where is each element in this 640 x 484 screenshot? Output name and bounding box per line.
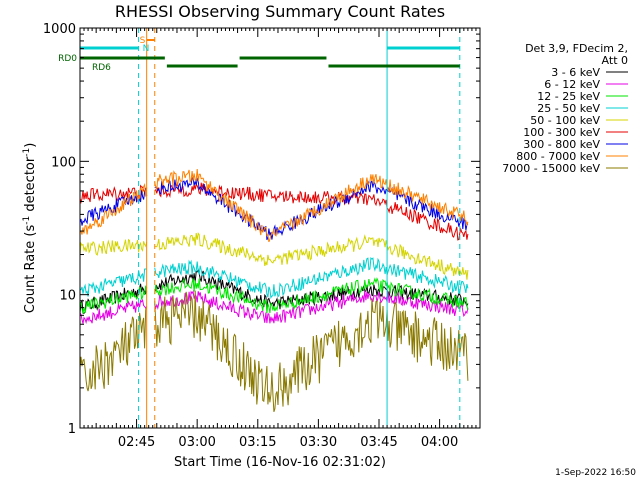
footer-date: 1-Sep-2022 16:50 [555, 468, 636, 478]
y-axis-label: Count Rate (s-1 detector-1) [22, 143, 38, 314]
status-flags: SN RD0 RD6 [58, 36, 460, 73]
plot-frame [79, 27, 481, 429]
x-tick-label: 03:45 [360, 435, 397, 450]
y-tick-label: 10 [59, 289, 76, 304]
axes: 1 10 100 1000 02:45 03:00 03:15 03:30 03:45 04:00 [43, 22, 481, 450]
x-tick-label: 03:30 [300, 435, 337, 450]
chart-title: RHESSI Observing Summary Count Rates [115, 2, 445, 21]
legend-entry-label: 3 - 6 keV [551, 66, 600, 79]
saa-flag-label: S [140, 36, 146, 46]
night-flag-label: N [143, 44, 150, 54]
legend-entry-label: 6 - 12 keV [544, 78, 600, 91]
rd0-flag-label: RD0 [58, 54, 77, 64]
series-line [80, 257, 469, 300]
y-tick-label: 100 [51, 155, 76, 170]
series-line [79, 290, 469, 325]
x-axis-label: Start Time (16-Nov-16 02:31:02) [174, 455, 386, 470]
y-tick-label: 1000 [43, 22, 76, 37]
legend-entry-label: 50 - 100 keV [530, 114, 600, 127]
series-line [79, 277, 469, 314]
plot-area [79, 28, 469, 428]
x-tick-label: 03:15 [239, 435, 276, 450]
legend-entry-label: 800 - 7000 keV [516, 150, 600, 163]
legend-entry-label: 300 - 800 keV [523, 138, 600, 151]
series-line [79, 232, 469, 280]
legend-entry-label: 100 - 300 keV [523, 126, 600, 139]
series-line [80, 168, 469, 243]
rd6-flag-label: RD6 [92, 63, 111, 73]
series-line [79, 290, 469, 412]
legend-entry-label: 7000 - 15000 keV [502, 162, 600, 175]
legend-header-line1: Det 3,9, FDecim 2, [525, 42, 628, 55]
x-tick-label: 02:45 [118, 435, 155, 450]
legend-entry-label: 25 - 50 keV [537, 102, 600, 115]
x-tick-label: 04:00 [421, 435, 458, 450]
series-line [79, 176, 469, 241]
x-tick-label: 03:00 [178, 435, 215, 450]
legend-entry-label: 12 - 25 keV [537, 90, 600, 103]
legend-header-line2: Att 0 [602, 54, 628, 67]
y-tick-label: 1 [68, 422, 76, 437]
